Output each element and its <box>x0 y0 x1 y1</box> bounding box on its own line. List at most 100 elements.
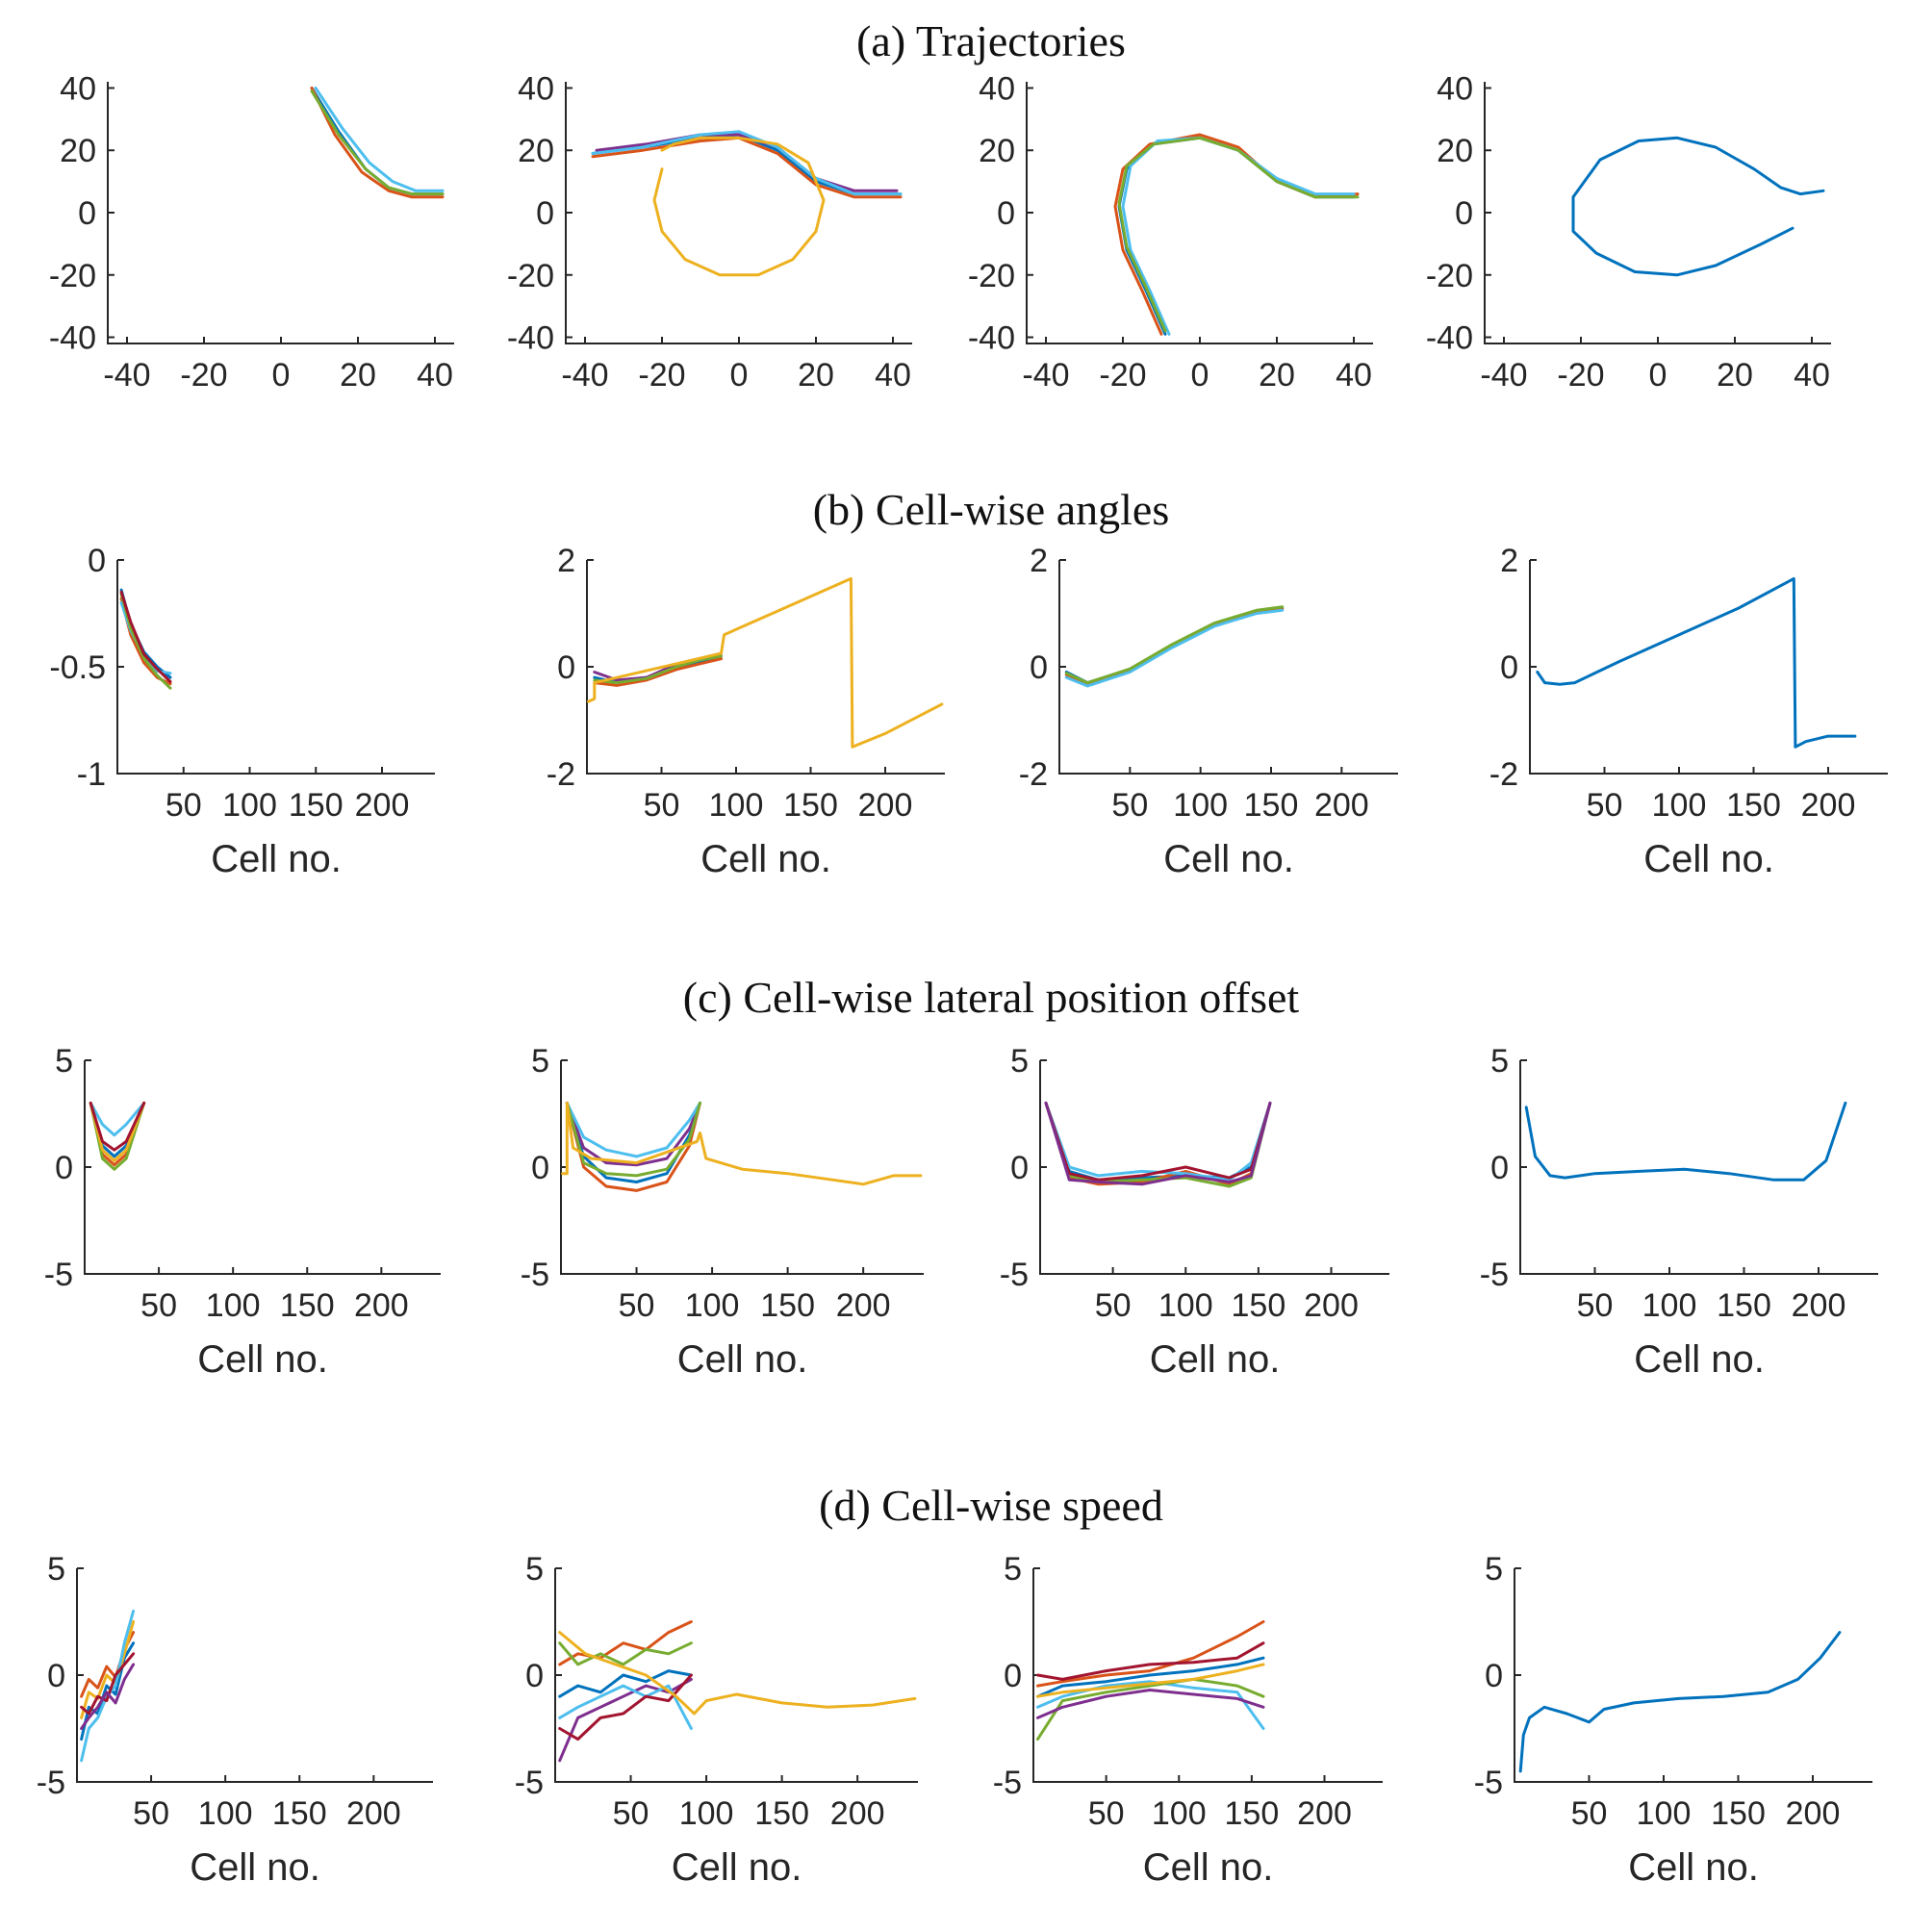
ytick-label: 0 <box>1030 649 1048 686</box>
series-d2-s4 <box>558 1684 693 1730</box>
ytick-label: -0.5 <box>49 649 106 686</box>
xaxis-label: Cell no. <box>672 1846 802 1889</box>
xtick-label: 0 <box>730 357 749 394</box>
xtick-label: 50 <box>644 787 680 824</box>
series-b2-s2 <box>593 657 723 687</box>
ytick-label: 2 <box>1030 543 1048 579</box>
xaxis-label: Cell no. <box>700 838 831 880</box>
xtick-label: 200 <box>858 787 913 824</box>
xtick-label: 200 <box>1297 1795 1352 1832</box>
xtick-label: 100 <box>1637 1795 1692 1832</box>
panel-a4: 40 20 0 -20 -40-40 -20 0 20 40 <box>1426 70 1831 394</box>
ytick-label: -5 <box>1480 1257 1509 1293</box>
series-c3-s6 <box>1044 1101 1272 1186</box>
ytick-label: -5 <box>1000 1257 1029 1293</box>
xtick-label: 20 <box>340 357 376 394</box>
series-c3-s1 <box>1044 1101 1272 1182</box>
ytick-label: 0 <box>997 195 1015 232</box>
xtick-label: 50 <box>1088 1795 1125 1832</box>
xtick-label: 150 <box>754 1795 809 1832</box>
ytick-label: 20 <box>1437 133 1473 169</box>
ytick-label: -5 <box>1474 1765 1503 1801</box>
panel-b2: 2 0 -2 50 100 150 200 Cell no. <box>547 543 945 880</box>
ytick-label: 20 <box>60 133 96 169</box>
xtick-label: 100 <box>1652 787 1707 824</box>
xtick-label: 200 <box>1304 1287 1359 1324</box>
xtick-label: 150 <box>1717 1287 1771 1324</box>
series-d3-s3 <box>1036 1680 1265 1730</box>
xtick-label: 50 <box>133 1795 169 1832</box>
axis-c1 <box>84 1060 441 1275</box>
axis-b2 <box>586 560 945 775</box>
xtick-label: 0 <box>1649 357 1667 394</box>
series-c1-s3 <box>89 1101 146 1137</box>
xtick-label: 50 <box>1587 787 1623 824</box>
series-b2-s4 <box>593 654 723 685</box>
xtick-label: 0 <box>272 357 291 394</box>
ytick-label: 5 <box>1490 1043 1509 1080</box>
series-d3-s7 <box>1036 1663 1265 1698</box>
series-b1-s5 <box>119 590 172 683</box>
ytick-label: 0 <box>55 1150 73 1186</box>
xtick-label: 200 <box>346 1795 401 1832</box>
series-a2-s3 <box>595 133 899 192</box>
xtick-label: 100 <box>1642 1287 1697 1324</box>
ytick-label: 5 <box>1004 1551 1022 1588</box>
series-d2-s6 <box>558 1673 693 1741</box>
ytick-label: 40 <box>979 70 1015 107</box>
ytick-label: 5 <box>47 1551 65 1588</box>
xtick-label: -40 <box>561 357 608 394</box>
ytick-label: -40 <box>507 320 554 357</box>
xtick-label: 150 <box>280 1287 335 1324</box>
series-a2-s1 <box>591 133 903 196</box>
series-c3-s3 <box>1044 1101 1272 1182</box>
xtick-label: 100 <box>679 1795 734 1832</box>
series-c4-s1 <box>1524 1101 1847 1182</box>
ytick-label: -2 <box>547 756 575 793</box>
ytick-label: -40 <box>1426 320 1473 357</box>
panel-a2: 40 20 0 -20 -40-40 -20 0 20 40 <box>507 70 912 394</box>
ytick-label: 0 <box>1004 1658 1022 1694</box>
xtick-label: 50 <box>1571 1795 1608 1832</box>
panel-a1: 40 20 0 -20 -40-40 -20 0 20 40 <box>49 70 454 394</box>
xtick-label: 40 <box>417 357 453 394</box>
ytick-label: -40 <box>968 320 1015 357</box>
series-d2-s7 <box>558 1631 917 1716</box>
ytick-label: -20 <box>1426 258 1473 294</box>
xtick-label: 100 <box>206 1287 261 1324</box>
ytick-label: 20 <box>518 133 554 169</box>
xtick-label: 20 <box>1259 357 1295 394</box>
xtick-label: 150 <box>1244 787 1299 824</box>
xaxis-label: Cell no. <box>1150 1338 1281 1381</box>
xtick-label: -40 <box>1022 357 1069 394</box>
xaxis-label: Cell no. <box>211 838 342 880</box>
xaxis-label: Cell no. <box>1634 1338 1765 1381</box>
series-b4-s1 <box>1536 576 1857 749</box>
ytick-label: -5 <box>44 1257 73 1293</box>
series-a2-s4 <box>591 130 903 196</box>
xaxis-label: Cell no. <box>677 1338 808 1381</box>
axis-c4 <box>1519 1060 1878 1275</box>
series-a1-s4 <box>310 89 445 196</box>
xaxis-label: Cell no. <box>1143 1846 1274 1889</box>
ytick-label: -40 <box>49 320 96 357</box>
ytick-label: 0 <box>525 1658 544 1694</box>
xtick-label: 150 <box>1726 787 1781 824</box>
xtick-label: 100 <box>198 1795 253 1832</box>
ytick-label: -2 <box>1019 756 1048 793</box>
xaxis-label: Cell no. <box>190 1846 320 1889</box>
xaxis-label: Cell no. <box>197 1338 328 1381</box>
axis-d1 <box>76 1568 433 1783</box>
series-c2-s6 <box>561 1101 923 1186</box>
ytick-label: 0 <box>1500 649 1518 686</box>
panel-b3: 2 0 -2 50 100 150 200 Cell no. <box>1019 543 1398 880</box>
ytick-label: -5 <box>515 1765 544 1801</box>
series-d3-s6 <box>1036 1641 1265 1681</box>
series-c2-s3 <box>565 1101 701 1167</box>
xtick-label: 150 <box>760 1287 815 1324</box>
